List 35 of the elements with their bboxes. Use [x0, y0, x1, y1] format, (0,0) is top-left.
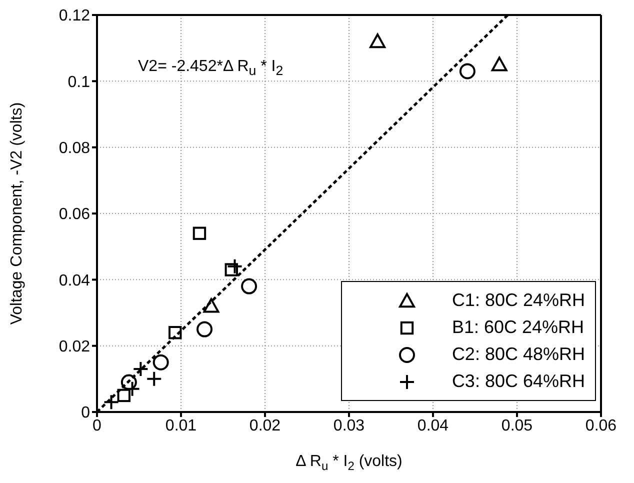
y-tick-label: 0: [81, 404, 90, 422]
y-tick-label: 0.06: [58, 206, 90, 224]
x-tick-label: 0.06: [585, 417, 617, 434]
point: [120, 374, 137, 390]
x-tick-label: 0.02: [249, 417, 281, 434]
x-tick-label: 0: [92, 417, 102, 434]
point: [103, 394, 120, 410]
y-axis-title: Voltage Component, -V2 (volts): [8, 102, 26, 325]
point: [459, 63, 476, 80]
y-tick-label: 0.04: [58, 272, 90, 290]
x-axis-title: Δ R$_{u}$ * I$_{2}$ (volts): [296, 453, 402, 473]
point: [146, 370, 162, 387]
point: [117, 388, 130, 402]
point: [152, 354, 169, 370]
point: [203, 298, 220, 313]
point: [224, 263, 238, 276]
y-tick-label: 0.02: [58, 338, 90, 356]
x-tick-label: 0.05: [501, 417, 533, 434]
point: [241, 278, 258, 294]
point: [192, 226, 206, 240]
point: [370, 33, 386, 48]
x-tick-label: 0.04: [417, 417, 449, 434]
legend-label: C1: 80C 24%RH: [452, 290, 585, 311]
legend-label: C2: 80C 48%RH: [452, 344, 585, 365]
point: [196, 321, 213, 338]
legend-label: B1: 60C 24%RH: [452, 317, 584, 338]
point: [491, 56, 508, 72]
y-tick-label: 0.08: [58, 140, 90, 158]
x-tick-label: 0.01: [165, 417, 197, 434]
y-tick-label: 0.1: [68, 74, 90, 91]
y-tick-label: 0.12: [58, 8, 90, 25]
legend-label: C3: 80C 64%RH: [452, 371, 585, 392]
point: [168, 326, 182, 340]
annotation: V2= -2.452*Δ R$_{u}$ * I$_{2}$: [138, 58, 284, 78]
x-tick-label: 0.03: [333, 417, 365, 434]
